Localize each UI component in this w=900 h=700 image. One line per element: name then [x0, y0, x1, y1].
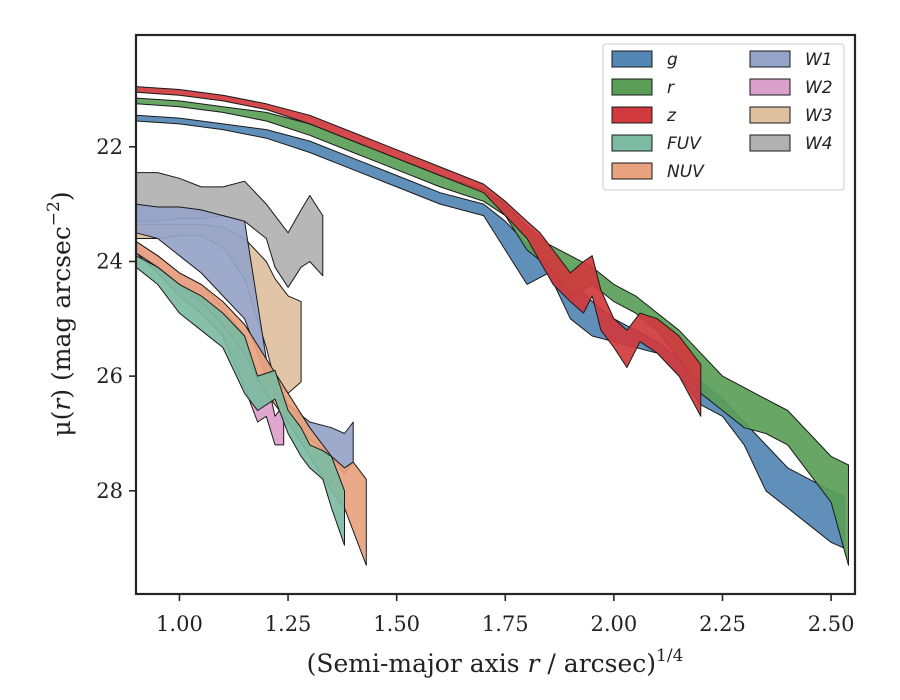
y-axis-label-var: r	[47, 397, 76, 411]
y-axis-label-sup: −2	[44, 201, 64, 226]
x-axis-label-sup: 1/4	[656, 646, 683, 666]
series-band-z	[135, 86, 702, 417]
legend-swatch-g	[611, 50, 653, 68]
legend-swatch-w3	[749, 106, 791, 124]
legend-swatch-r	[611, 78, 653, 96]
y-tick-label: 24	[96, 249, 123, 273]
x-axis-label: (Semi-major axis r / arcsec)1/4	[307, 646, 684, 678]
legend-swatch-nuv	[611, 162, 653, 180]
x-tick-label: 2.25	[699, 612, 746, 636]
legend-swatch-w1	[749, 50, 791, 68]
series-band-fuv	[135, 255, 345, 546]
legend-label-w2: W2	[805, 78, 833, 98]
legend-label-w1: W1	[805, 50, 833, 70]
legend-label-z: z	[666, 106, 677, 126]
x-axis: 1.00 1.25 1.50 1.75 2.00 2.25 2.50	[156, 594, 854, 636]
legend-label-fuv: FUV	[667, 134, 702, 154]
legend-swatch-w2	[749, 78, 791, 96]
y-axis: 22 24 26 28	[96, 135, 136, 503]
legend-swatch-z	[611, 106, 653, 124]
x-tick-label: 2.50	[808, 612, 855, 636]
legend-label-g: g	[667, 50, 678, 70]
x-tick-label: 1.00	[156, 612, 203, 636]
legend-label-w3: W3	[805, 106, 833, 126]
legend-label-r: r	[667, 78, 675, 98]
y-axis-label-mid: ) (mag arcsec	[47, 226, 76, 399]
y-tick-label: 28	[96, 479, 123, 503]
y-axis-label-mu: μ(	[47, 411, 76, 437]
x-axis-label-pre: (Semi-major axis	[307, 649, 528, 678]
y-tick-label: 22	[96, 135, 123, 159]
legend: grz FUV NUV W1 W2 W3 W4	[602, 43, 845, 191]
y-tick-label: 26	[96, 364, 123, 388]
y-axis-label-post: )	[47, 191, 76, 201]
x-tick-label: 2.00	[591, 612, 638, 636]
legend-label-w4: W4	[805, 134, 833, 154]
x-axis-label-var: r	[528, 649, 542, 678]
y-axis-label: μ(r) (mag arcsec−2)	[44, 191, 76, 436]
series-layer	[135, 86, 849, 566]
x-axis-label-post: / arcsec)	[539, 649, 656, 678]
plot-frame	[134, 33, 857, 596]
legend-label-nuv: NUV	[667, 162, 705, 182]
x-tick-label: 1.25	[265, 612, 312, 636]
legend-swatch-w4	[749, 134, 791, 152]
x-tick-label: 1.75	[482, 612, 529, 636]
legend-swatch-fuv	[611, 134, 653, 152]
x-tick-label: 1.50	[373, 612, 420, 636]
